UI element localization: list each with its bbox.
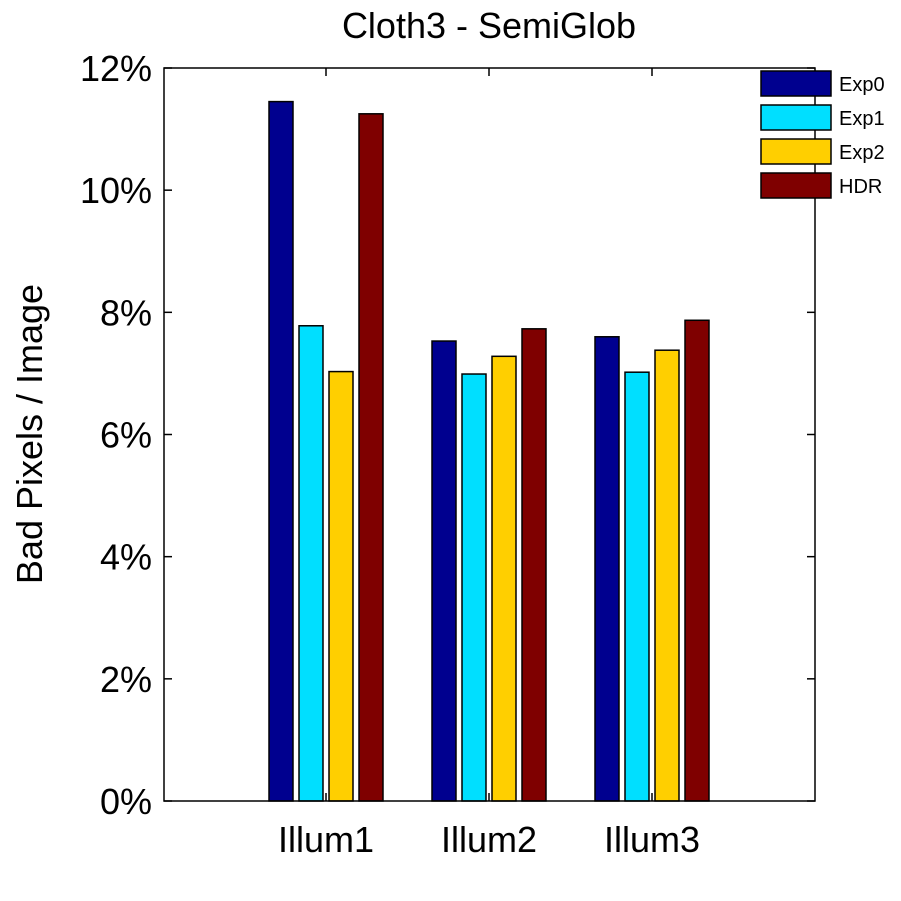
y-axis-label: Bad Pixels / Image [9,284,50,584]
bar-illum2-exp0 [431,340,457,802]
x-tick-label: Illum1 [278,819,374,860]
legend-swatch-exp2 [760,138,832,165]
bar-illum1-hdr [358,113,384,802]
y-tick-label: 2% [100,659,152,700]
x-tick-label: Illum3 [604,819,700,860]
bar-illum3-exp0 [594,336,620,802]
bar-illum3-exp2 [654,349,680,802]
bar-illum2-hdr [521,328,547,802]
bar-illum1-exp0 [268,100,294,802]
chart-title: Cloth3 - SemiGlob [342,5,636,46]
legend-label-exp1: Exp1 [839,108,885,130]
legend: Exp0 Exp1 Exp2 HDR [760,70,885,199]
bar-illum3-exp1 [624,371,650,802]
y-tick-label: 12% [80,48,152,89]
y-tick-label: 0% [100,781,152,822]
legend-label-exp0: Exp0 [839,74,885,96]
x-axis: Illum1 Illum2 Illum3 [278,68,700,860]
y-tick-label: 4% [100,537,152,578]
x-tick-label: Illum2 [441,819,537,860]
y-axis: 0% 2% 4% 6% 8% 10% 12% [80,48,815,822]
plot-frame [163,67,816,802]
bar-illum1-exp1 [298,325,324,802]
y-tick-label: 6% [100,415,152,456]
legend-swatch-hdr [760,172,832,199]
legend-label-hdr: HDR [839,176,882,198]
legend-label-exp2: Exp2 [839,142,885,164]
bar-illum1-exp2 [328,370,354,802]
y-tick-label: 8% [100,292,152,333]
bar-illum2-exp2 [491,355,517,802]
bar-illum2-exp1 [461,373,487,802]
legend-swatch-exp0 [760,70,832,97]
bar-illum3-hdr [684,319,710,802]
legend-swatch-exp1 [760,104,832,131]
bars-group [268,100,710,802]
y-tick-label: 10% [80,170,152,211]
